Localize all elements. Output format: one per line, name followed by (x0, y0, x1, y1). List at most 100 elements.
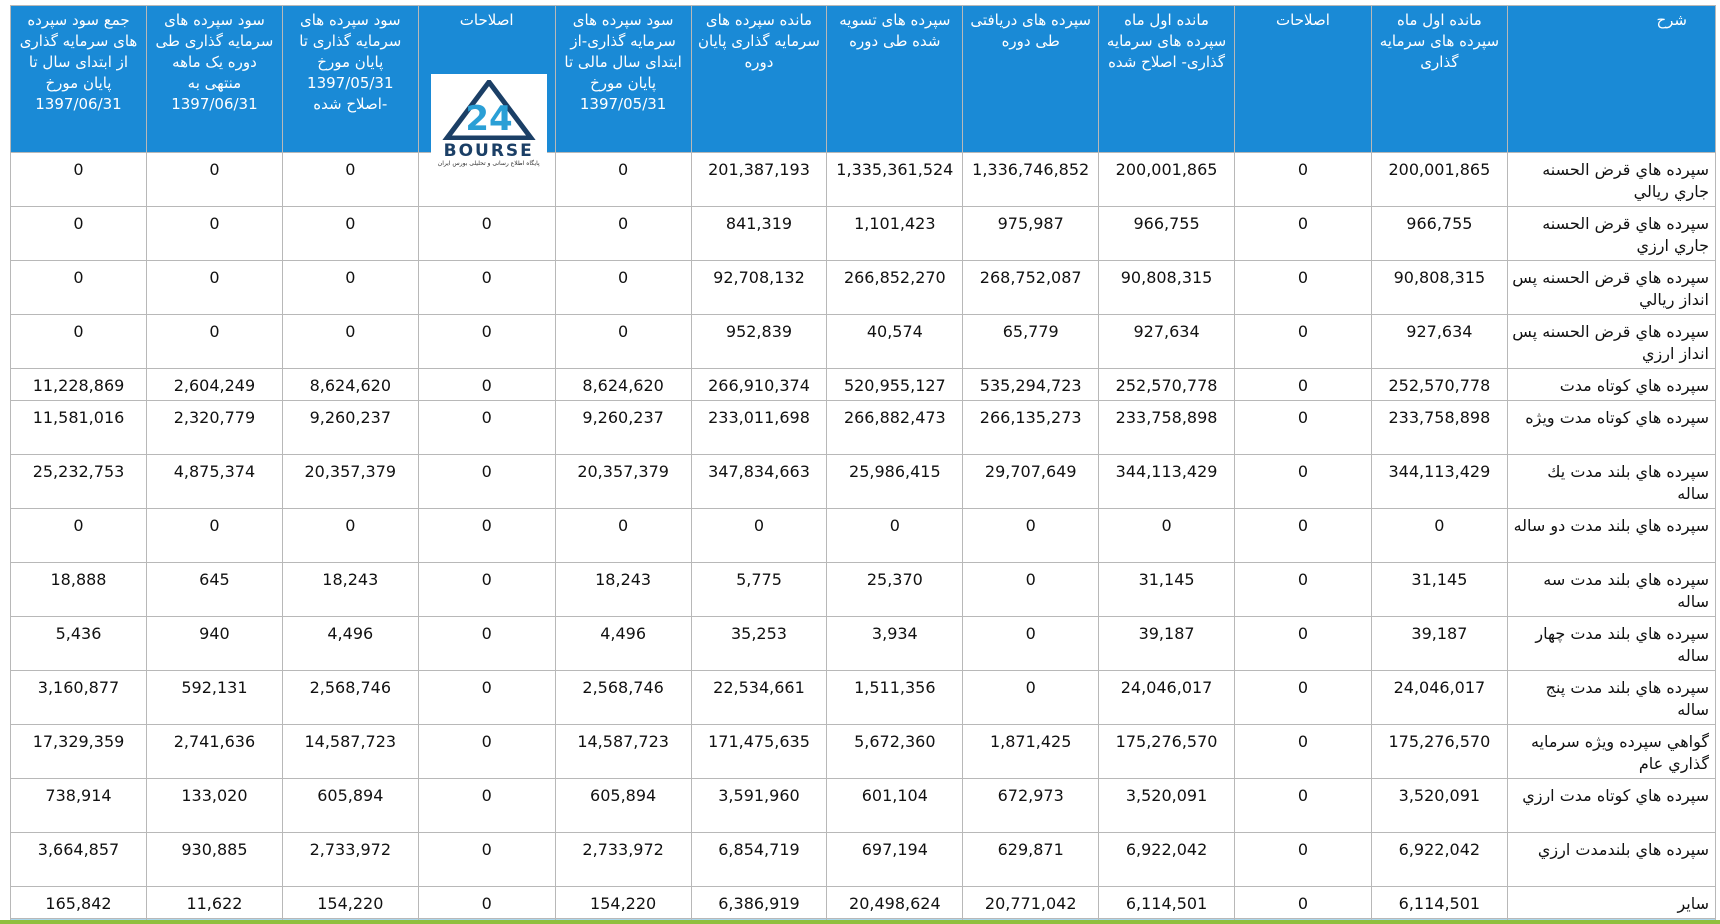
cell-profit-adjusted: 9,260,237 (281, 400, 419, 455)
cell-closing-balance: 201,387,193 (690, 152, 828, 207)
cell-closing-balance: 952,839 (690, 314, 828, 369)
cell-profit-month: 133,020 (146, 778, 283, 833)
row-description: سپرده هاي كوتاه مدت ارزي (1506, 778, 1717, 833)
table-row: سپرده هاي بلند مدت سه ساله 31,145 0 31,145 0… (10, 562, 1717, 617)
cell-profit-month: 592,131 (146, 670, 283, 725)
cell-profit-adjusted: 0 (281, 508, 419, 563)
bourse-logo-icon: 24 (442, 80, 536, 140)
header-closing-balance: مانده سپرده های سرمایه گذاری پایان دوره (690, 5, 828, 153)
cell-corrections: 0 (1233, 724, 1372, 779)
header-adjusted-opening-balance: مانده اول ماه سپرده های سرمایه گذاری- اص… (1098, 5, 1235, 153)
cell-profit-adjusted: 0 (281, 314, 419, 369)
cell-corrections-2: 0 (417, 670, 556, 725)
row-description: سپرده هاي قرض الحسنه پس انداز ارزي (1506, 314, 1717, 369)
header-description: شرح (1506, 5, 1717, 153)
cell-profit-month: 0 (146, 152, 283, 207)
table-row: سپرده هاي بلند مدت پنج ساله 24,046,017 0 24… (10, 670, 1717, 725)
row-description: سپرده هاي بلند مدت چهار ساله (1506, 616, 1717, 671)
cell-corrections-2: 0 (417, 778, 556, 833)
cell-corrections: 0 (1233, 206, 1372, 261)
cell-corrections: 0 (1233, 562, 1372, 617)
row-description: سپرده هاي بلند مدت دو ساله (1506, 508, 1717, 563)
cell-profit-month: 940 (146, 616, 283, 671)
cell-adjusted-opening: 200,001,865 (1098, 152, 1235, 207)
cell-opening-balance: 966,755 (1370, 206, 1508, 261)
cell-closing-balance: 22,534,661 (690, 670, 828, 725)
header-received-deposits: سپرده های دریافتی طی دوره (962, 5, 1100, 153)
cell-profit-ytd: 605,894 (554, 778, 692, 833)
cell-corrections: 0 (1233, 400, 1372, 455)
cell-received: 268,752,087 (962, 260, 1100, 315)
cell-profit-adjusted: 4,496 (281, 616, 419, 671)
cell-adjusted-opening: 175,276,570 (1098, 724, 1235, 779)
logo-subtitle: پایگاه اطلاع رسانی و تحلیلی بورس ایران (437, 160, 540, 167)
table-row: ساير 6,114,501 0 6,114,501 20,771,042 20,498,… (10, 886, 1717, 919)
cell-opening-balance: 3,520,091 (1370, 778, 1508, 833)
svg-text:24: 24 (465, 99, 512, 139)
table-row: سپرده هاي كوتاه مدت ارزي 3,520,091 0 3,520,… (10, 778, 1717, 833)
cell-corrections-2: 0 (417, 314, 556, 369)
cell-adjusted-opening: 3,520,091 (1098, 778, 1235, 833)
cell-profit-ytd: 18,243 (554, 562, 692, 617)
deposits-table: شرح مانده اول ماه سپرده های سرمایه گذاری… (10, 5, 1717, 924)
cell-profit-month: 11,622 (146, 886, 283, 919)
cell-received: 266,135,273 (962, 400, 1100, 455)
cell-opening-balance: 39,187 (1370, 616, 1508, 671)
cell-received: 672,973 (962, 778, 1100, 833)
cell-received: 629,871 (962, 832, 1100, 887)
cell-profit-ytd: 0 (554, 508, 692, 563)
cell-profit-ytd: 154,220 (554, 886, 692, 919)
cell-corrections: 0 (1233, 832, 1372, 887)
cell-profit-adjusted: 2,733,972 (281, 832, 419, 887)
cell-settled: 20,498,624 (826, 886, 964, 919)
header-row: شرح مانده اول ماه سپرده های سرمایه گذاری… (10, 5, 1717, 194)
cell-profit-month: 645 (146, 562, 283, 617)
cell-profit-month: 2,741,636 (146, 724, 283, 779)
row-description: سپرده هاي بلندمدت ارزي (1506, 832, 1717, 887)
cell-adjusted-opening: 0 (1098, 508, 1235, 563)
cell-opening-balance: 0 (1370, 508, 1508, 563)
cell-settled: 25,370 (826, 562, 964, 617)
cell-profit-month: 930,885 (146, 832, 283, 887)
cell-profit-adjusted: 0 (281, 260, 419, 315)
cell-profit-ytd: 0 (554, 206, 692, 261)
cell-closing-balance: 6,854,719 (690, 832, 828, 887)
cell-adjusted-opening: 927,634 (1098, 314, 1235, 369)
cell-opening-balance: 6,922,042 (1370, 832, 1508, 887)
header-corrections: اصلاحات (1233, 5, 1372, 153)
cell-profit-adjusted: 14,587,723 (281, 724, 419, 779)
table-row: گواهي سپرده ويژه سرمايه گذاري عام 175,276… (10, 724, 1717, 779)
cell-received: 535,294,723 (962, 368, 1100, 401)
row-description: سپرده هاي بلند مدت سه ساله (1506, 562, 1717, 617)
row-description: سپرده هاي قرض الحسنه جاري ريالي (1506, 152, 1717, 207)
cell-profit-total: 17,329,359 (10, 724, 147, 779)
cell-closing-balance: 3,591,960 (690, 778, 828, 833)
cell-received: 20,771,042 (962, 886, 1100, 919)
cell-closing-balance: 6,386,919 (690, 886, 828, 919)
cell-corrections-2: 0 (417, 368, 556, 401)
cell-corrections-2: 0 (417, 400, 556, 455)
cell-received: 1,871,425 (962, 724, 1100, 779)
cell-settled: 266,852,270 (826, 260, 964, 315)
cell-closing-balance: 35,253 (690, 616, 828, 671)
cell-profit-total: 0 (10, 508, 147, 563)
cell-closing-balance: 233,011,698 (690, 400, 828, 455)
cell-received: 0 (962, 670, 1100, 725)
logo-word: BOURSE (443, 141, 534, 161)
cell-adjusted-opening: 39,187 (1098, 616, 1235, 671)
cell-adjusted-opening: 31,145 (1098, 562, 1235, 617)
cell-received: 975,987 (962, 206, 1100, 261)
cell-settled: 1,335,361,524 (826, 152, 964, 207)
cell-opening-balance: 6,114,501 (1370, 886, 1508, 919)
row-description: گواهي سپرده ويژه سرمايه گذاري عام (1506, 724, 1717, 779)
cell-opening-balance: 927,634 (1370, 314, 1508, 369)
cell-closing-balance: 171,475,635 (690, 724, 828, 779)
row-description: سپرده هاي قرض الحسنه پس انداز ريالي (1506, 260, 1717, 315)
table-row: سپرده هاي كوتاه مدت 252,570,778 0 252,570,7… (10, 368, 1717, 401)
cell-profit-total: 25,232,753 (10, 454, 147, 509)
cell-profit-adjusted: 20,357,379 (281, 454, 419, 509)
cell-profit-adjusted: 8,624,620 (281, 368, 419, 401)
cell-profit-total: 3,664,857 (10, 832, 147, 887)
header-settled-deposits: سپرده های تسویه شده طی دوره (826, 5, 964, 153)
cell-closing-balance: 347,834,663 (690, 454, 828, 509)
